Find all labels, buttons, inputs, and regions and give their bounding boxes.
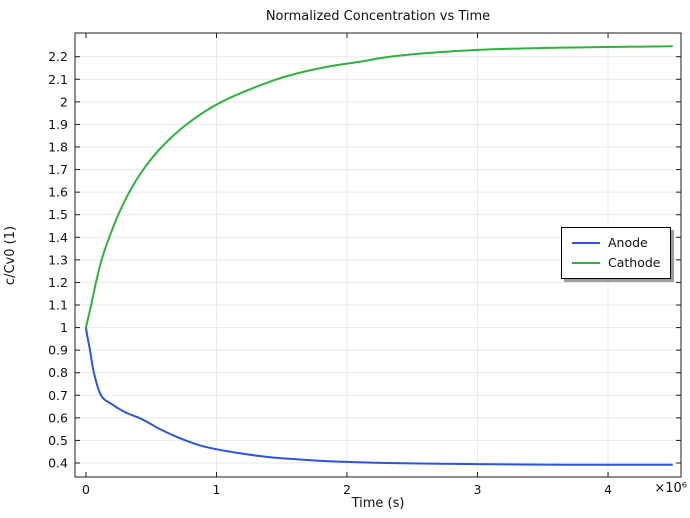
y-tick-label: 1.2 (48, 275, 68, 290)
y-tick-label: 1.7 (48, 162, 68, 177)
y-tick-label: 2.1 (48, 72, 68, 87)
y-axis-label: c/Cv0 (1) (3, 225, 19, 285)
y-tick-label: 0.4 (48, 456, 68, 471)
x-tick-label: 1 (213, 482, 221, 497)
y-tick-label: 2.2 (48, 49, 68, 64)
y-tick-label: 0.5 (48, 433, 68, 448)
y-tick-label: 1.1 (48, 297, 68, 312)
y-tick-label: 1.4 (48, 230, 68, 245)
chart-title: Normalized Concentration vs Time (265, 9, 491, 24)
y-tick-label: 1.8 (48, 139, 68, 154)
y-tick-label: 1.3 (48, 252, 68, 267)
anode-curve (85, 326, 673, 466)
legend-item-anode: Anode (562, 235, 670, 250)
y-tick-label: 1 (60, 320, 68, 335)
y-tick-label: 0.8 (48, 365, 68, 380)
y-tick-label: 0.9 (48, 343, 68, 358)
anode-line-swatch (572, 242, 600, 245)
y-tick-label: 1.6 (48, 185, 68, 200)
cathode-line-swatch (572, 261, 600, 264)
cathode-curve (85, 45, 673, 329)
y-tick-label: 2 (60, 94, 68, 109)
legend-label-anode: Anode (608, 235, 648, 250)
x-tick-label: 0 (82, 482, 90, 497)
x-axis-label: Time (s) (351, 496, 405, 511)
y-tick-label: 0.6 (48, 410, 68, 425)
x-tick-label: 2 (343, 482, 351, 497)
y-tick-label: 1.9 (48, 117, 68, 132)
y-tick-label: 1.5 (48, 207, 68, 222)
legend-label-cathode: Cathode (608, 254, 661, 270)
x-axis-multiplier: ×10⁶ (654, 481, 687, 496)
legend-item-cathode: Cathode (562, 254, 670, 270)
y-tick-label: 0.7 (48, 388, 68, 403)
x-tick-label: 4 (604, 482, 612, 497)
x-tick-label: 3 (474, 482, 482, 497)
plot-frame (74, 32, 682, 478)
legend: Anode Cathode (561, 227, 671, 279)
